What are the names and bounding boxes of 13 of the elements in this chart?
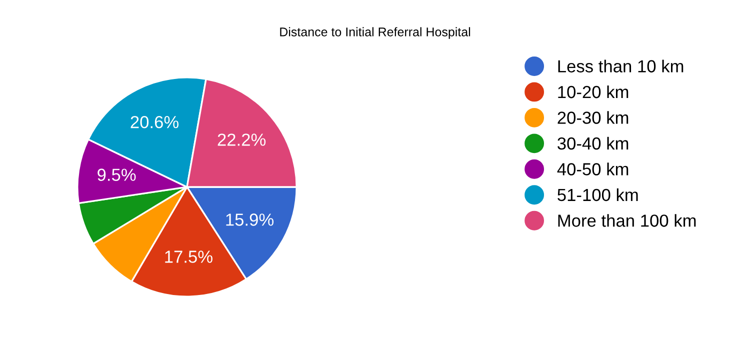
data-label: 17.5% — [165, 250, 212, 263]
legend-label: 20-30 km — [558, 111, 628, 124]
legend-label: Less than 10 km — [558, 60, 684, 72]
legend-label: 40-50 km — [557, 162, 628, 176]
legend-label: 51-100 km — [558, 188, 638, 202]
data-label: 9.5% — [98, 168, 136, 181]
chart-title: Distance to Initial Referral Hospital — [280, 27, 470, 39]
legend-label: 10-20 km — [558, 85, 628, 98]
data-label: 22.2% — [218, 134, 266, 146]
legend-label: 30-40 km — [558, 136, 628, 150]
data-label: 20.6% — [130, 116, 179, 128]
data-label: 15.9% — [226, 214, 274, 226]
legend-label: More than 100 km — [558, 214, 696, 227]
